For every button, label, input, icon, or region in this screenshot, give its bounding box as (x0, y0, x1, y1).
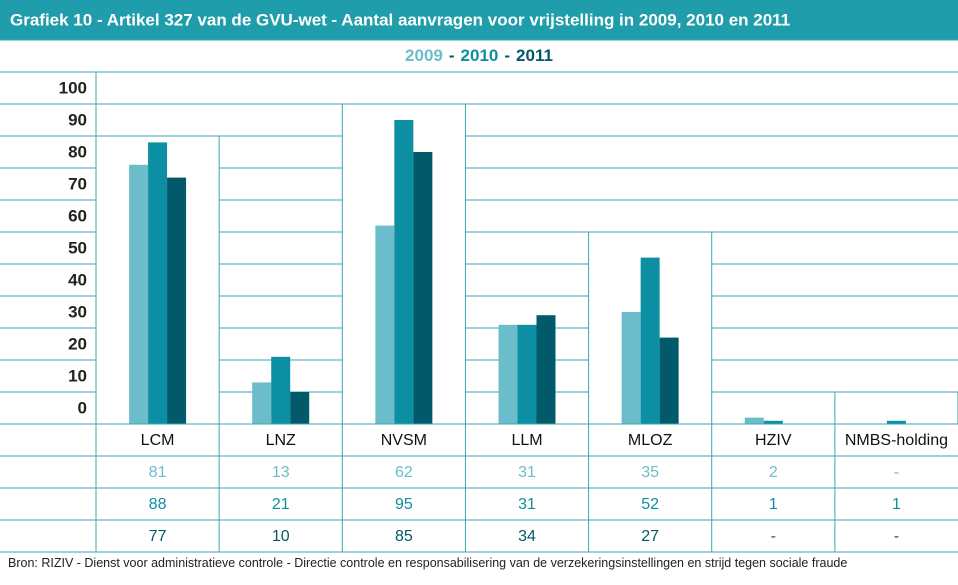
legend-entry: 2009 (405, 46, 443, 65)
data-label: 1 (892, 496, 901, 513)
bar (659, 337, 679, 424)
legend-entry: 2010 (461, 46, 499, 65)
data-label: - (894, 528, 899, 545)
bar (536, 315, 556, 424)
bar (886, 420, 906, 424)
bar (517, 324, 537, 424)
x-tick-label: NMBS-holding (845, 432, 948, 449)
data-label: 62 (395, 464, 413, 481)
data-label: 88 (149, 496, 167, 513)
source-note: Bron: RIZIV - Dienst voor administratiev… (8, 556, 848, 570)
y-tick-label: 90 (68, 110, 87, 129)
data-label: 35 (641, 464, 659, 481)
y-tick-label: 100 (59, 78, 87, 97)
data-label: 81 (149, 464, 167, 481)
column-box (834, 391, 958, 425)
y-tick-label: 30 (68, 302, 87, 321)
bar (413, 152, 433, 424)
data-label: - (771, 528, 776, 545)
bar (252, 382, 272, 424)
x-tick-label: HZIV (755, 432, 792, 449)
bar (640, 257, 660, 424)
x-tick-label: NVSM (381, 432, 427, 449)
data-label: 31 (518, 496, 536, 513)
bar (148, 142, 168, 424)
data-label: 10 (272, 528, 290, 545)
bar (621, 312, 641, 424)
bar (167, 177, 187, 424)
y-tick-label: 70 (68, 174, 87, 193)
y-tick-label: 60 (68, 206, 87, 225)
legend: 2009-2010-2011 (405, 46, 553, 65)
title-bar (0, 0, 958, 40)
data-label: 52 (641, 496, 659, 513)
x-tick-label: LLM (511, 432, 542, 449)
chart-title: Grafiek 10 - Artikel 327 van de GVU-wet … (10, 10, 790, 29)
y-tick-label: 20 (68, 334, 87, 353)
bar (394, 120, 414, 424)
data-label: 34 (518, 528, 536, 545)
bar (498, 324, 518, 424)
bar (375, 225, 395, 424)
bar (763, 420, 783, 424)
bar (271, 356, 291, 424)
bar (129, 164, 149, 425)
data-label: - (894, 464, 899, 481)
data-label: 31 (518, 464, 536, 481)
data-label: 2 (769, 464, 778, 481)
data-label: 85 (395, 528, 413, 545)
legend-separator: - (449, 46, 455, 65)
data-label: 21 (272, 496, 290, 513)
y-tick-label: 50 (68, 238, 87, 257)
legend-separator: - (504, 46, 510, 65)
bar (744, 417, 764, 424)
y-tick-label: 80 (68, 142, 87, 161)
x-tick-label: LNZ (266, 432, 296, 449)
y-tick-label: 10 (68, 366, 87, 385)
x-tick-label: MLOZ (628, 432, 673, 449)
legend-entry: 2011 (516, 46, 553, 65)
bar (290, 392, 310, 424)
data-label: 13 (272, 464, 290, 481)
data-label: 27 (641, 528, 659, 545)
x-tick-label: LCM (141, 432, 175, 449)
y-tick-label: 0 (78, 398, 87, 417)
y-tick-label: 40 (68, 270, 87, 289)
data-label: 77 (149, 528, 167, 545)
data-label: 95 (395, 496, 413, 513)
data-label: 1 (769, 496, 778, 513)
